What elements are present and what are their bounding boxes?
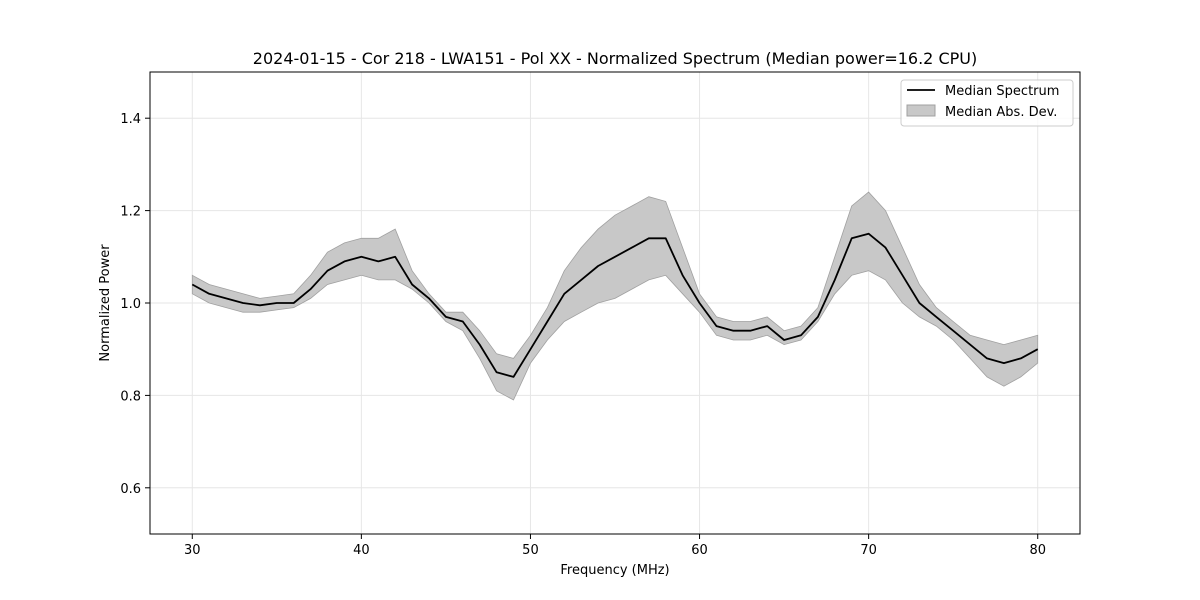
chart-title: 2024-01-15 - Cor 218 - LWA151 - Pol XX -… xyxy=(253,49,977,68)
x-tick-label: 70 xyxy=(860,543,877,558)
x-tick-label: 40 xyxy=(353,543,370,558)
x-tick-label: 60 xyxy=(691,543,708,558)
legend: Median Spectrum Median Abs. Dev. xyxy=(900,79,1074,127)
median-abs-dev-band xyxy=(191,191,1039,401)
x-axis-label: Frequency (MHz) xyxy=(560,563,669,578)
median-line-layer xyxy=(191,232,1039,378)
y-tick-label: 1.0 xyxy=(120,297,141,312)
y-axis-label: Normalized Power xyxy=(98,244,113,362)
y-tick-label: 1.2 xyxy=(120,205,141,220)
median-spectrum-line xyxy=(191,232,1039,378)
x-tick-label: 80 xyxy=(1029,543,1046,558)
y-tick-label: 0.8 xyxy=(120,389,141,404)
legend-band-swatch xyxy=(906,104,936,117)
y-tick-label: 0.6 xyxy=(120,482,141,497)
legend-box xyxy=(900,79,1074,127)
mad-band-layer xyxy=(191,191,1039,401)
y-tick-label: 1.4 xyxy=(120,112,141,127)
axis-ticks: 30 40 50 60 70 80 0.6 0.8 1.0 1.2 1.4 xyxy=(120,112,1046,558)
legend-entry-median-abs-dev: Median Abs. Dev. xyxy=(945,105,1057,120)
legend-entry-median-spectrum: Median Spectrum xyxy=(945,84,1059,99)
x-tick-label: 30 xyxy=(184,543,201,558)
x-tick-label: 50 xyxy=(522,543,539,558)
